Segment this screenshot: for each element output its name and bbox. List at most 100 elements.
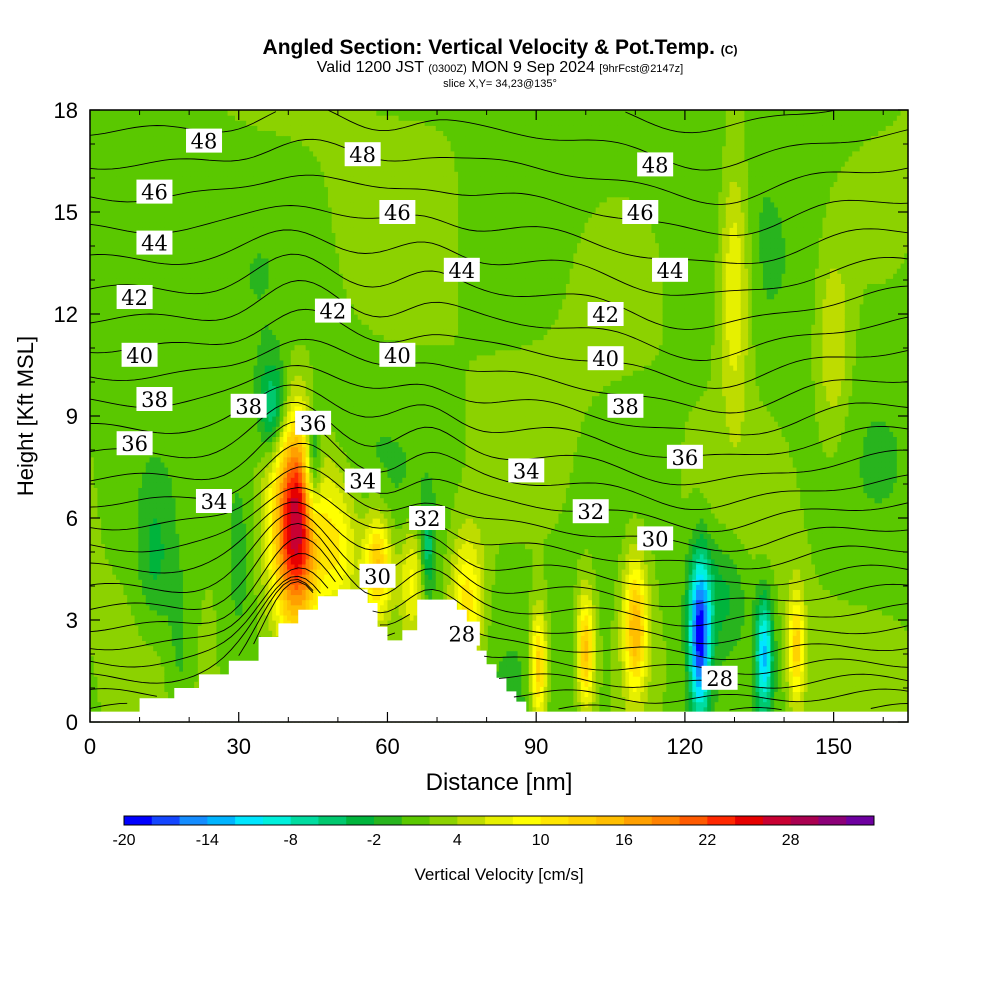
velocity-cell <box>97 385 101 391</box>
velocity-cell <box>105 365 109 371</box>
velocity-cell <box>120 523 124 529</box>
velocity-cell <box>109 360 113 366</box>
velocity-cell <box>94 263 98 269</box>
velocity-cell <box>123 574 127 580</box>
velocity-cell <box>112 615 116 621</box>
velocity-cell <box>105 702 109 708</box>
velocity-cell <box>131 467 135 473</box>
velocity-cell <box>112 605 116 611</box>
velocity-cell <box>123 508 127 514</box>
velocity-cell <box>94 666 98 672</box>
velocity-cell <box>109 498 113 504</box>
velocity-cell <box>112 125 116 131</box>
velocity-cell <box>116 584 120 590</box>
velocity-cell <box>116 513 120 519</box>
velocity-cell <box>120 136 124 142</box>
velocity-cell <box>94 518 98 524</box>
velocity-cell <box>112 110 116 116</box>
velocity-cell <box>109 600 113 606</box>
velocity-cell <box>123 115 127 121</box>
velocity-cell <box>116 136 120 142</box>
velocity-cell <box>120 518 124 524</box>
velocity-cell <box>97 431 101 437</box>
velocity-cell <box>109 370 113 376</box>
velocity-cell <box>116 671 120 677</box>
velocity-cell <box>127 329 131 335</box>
velocity-cell <box>120 375 124 381</box>
velocity-cell <box>116 385 120 391</box>
velocity-cell <box>105 462 109 468</box>
velocity-cell <box>94 192 98 198</box>
velocity-cell <box>112 656 116 662</box>
velocity-cell <box>97 283 101 289</box>
velocity-cell <box>109 396 113 402</box>
velocity-cell <box>123 146 127 152</box>
velocity-cell <box>97 482 101 488</box>
velocity-cell <box>127 385 131 391</box>
velocity-cell <box>101 171 105 177</box>
velocity-cell <box>116 192 120 198</box>
velocity-cell <box>105 161 109 167</box>
velocity-cell <box>97 651 101 657</box>
velocity-cell <box>105 187 109 193</box>
velocity-cell <box>109 666 113 672</box>
velocity-cell <box>101 212 105 218</box>
velocity-cell <box>127 656 131 662</box>
velocity-cell <box>123 533 127 539</box>
velocity-cell <box>120 385 124 391</box>
velocity-cell <box>112 243 116 249</box>
velocity-cell <box>94 493 98 499</box>
velocity-cell <box>116 487 120 493</box>
velocity-cell <box>109 426 113 432</box>
velocity-cell <box>109 416 113 422</box>
velocity-cell <box>101 707 105 713</box>
velocity-cell <box>112 299 116 305</box>
velocity-cell <box>109 125 113 131</box>
velocity-cell <box>97 493 101 499</box>
velocity-cell <box>101 666 105 672</box>
velocity-cell <box>120 569 124 575</box>
velocity-cell <box>105 258 109 264</box>
velocity-cell <box>127 610 131 616</box>
velocity-cell <box>94 487 98 493</box>
velocity-cell <box>94 625 98 631</box>
velocity-cell <box>120 528 124 534</box>
velocity-cell <box>97 508 101 514</box>
velocity-cell <box>131 472 135 478</box>
velocity-cell <box>127 589 131 595</box>
velocity-cell <box>109 202 113 208</box>
velocity-cell <box>109 151 113 157</box>
velocity-cell <box>105 635 109 641</box>
velocity-cell <box>127 467 131 473</box>
velocity-cell <box>127 212 131 218</box>
velocity-cell <box>97 457 101 463</box>
velocity-cell <box>112 238 116 244</box>
velocity-cell <box>116 406 120 412</box>
velocity-cell <box>101 615 105 621</box>
velocity-cell <box>123 187 127 193</box>
velocity-cell <box>101 518 105 524</box>
velocity-cell <box>105 217 109 223</box>
velocity-cell <box>105 661 109 667</box>
velocity-cell <box>120 508 124 514</box>
velocity-cell <box>131 380 135 386</box>
velocity-cell <box>131 503 135 509</box>
velocity-cell <box>101 268 105 274</box>
velocity-cell <box>112 329 116 335</box>
velocity-cell <box>116 340 120 346</box>
velocity-cell <box>97 691 101 697</box>
velocity-cell <box>120 181 124 187</box>
velocity-cell <box>123 243 127 249</box>
velocity-cell <box>97 329 101 335</box>
velocity-cell <box>112 187 116 193</box>
velocity-cell <box>101 278 105 284</box>
velocity-cell <box>109 329 113 335</box>
velocity-cell <box>101 253 105 259</box>
velocity-cell <box>123 630 127 636</box>
velocity-cell <box>101 574 105 580</box>
velocity-cell <box>123 396 127 402</box>
velocity-cell <box>112 146 116 152</box>
velocity-cell <box>127 273 131 279</box>
velocity-cell <box>120 697 124 703</box>
velocity-cell <box>94 640 98 646</box>
